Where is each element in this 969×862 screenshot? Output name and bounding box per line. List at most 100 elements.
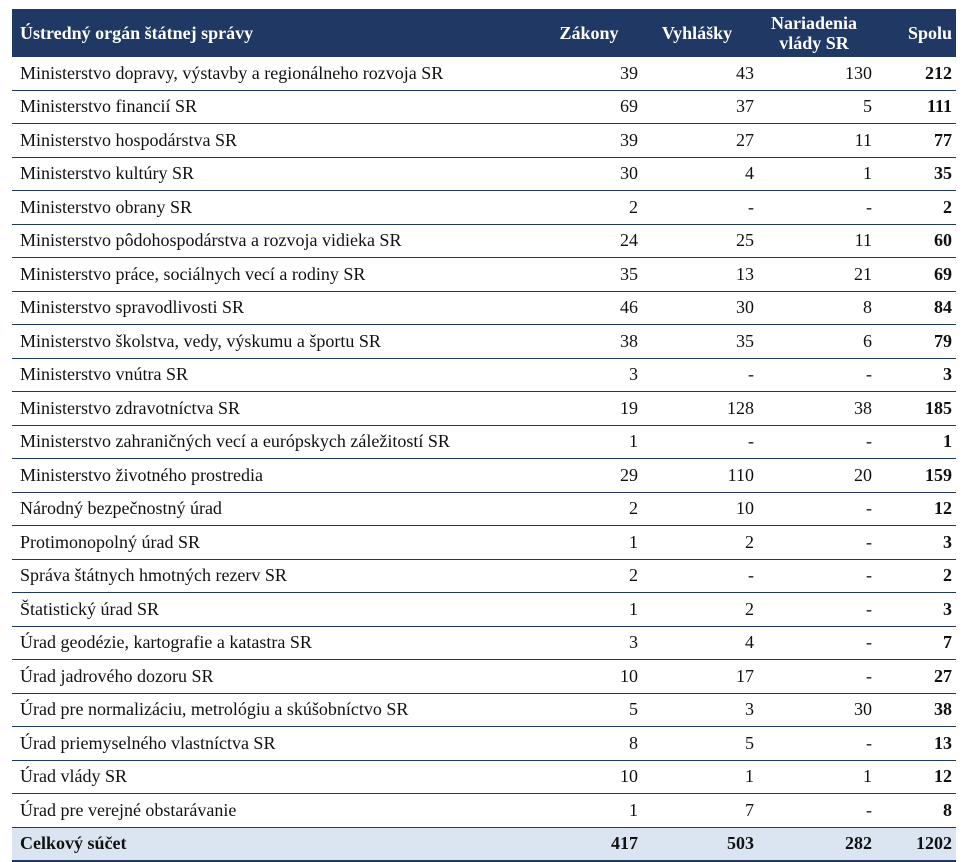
cell-vyhlasky: - [748, 431, 754, 452]
cell-spolu: 1 [943, 431, 952, 452]
cell-organ: Úrad priemyselného vlastníctva SR [20, 732, 276, 753]
cell-zakony: 2 [629, 498, 638, 519]
cell-spolu: 60 [934, 230, 952, 251]
cell-nariadenia: - [866, 431, 872, 452]
cell-vyhlasky: 128 [727, 397, 754, 418]
cell-organ: Úrad pre verejné obstarávanie [20, 799, 237, 820]
cell-organ: Ministerstvo zahraničných vecí a európsk… [20, 431, 450, 452]
cell-nariadenia: 21 [854, 263, 872, 284]
cell-spolu: 2 [943, 196, 952, 217]
legislation-table: Ústredný orgán štátnej správy Zákony Vyh… [12, 9, 956, 862]
cell-nariadenia: - [866, 531, 872, 552]
cell-spolu: 12 [934, 498, 952, 519]
cell-spolu: 77 [934, 129, 952, 150]
cell-vyhlasky: 2 [745, 598, 754, 619]
cell-organ: Ministerstvo životného prostredia [20, 464, 263, 485]
cell-spolu: 212 [925, 62, 952, 83]
cell-organ: Ministerstvo pôdohospodárstva a rozvoja … [20, 230, 402, 251]
table-row: Úrad priemyselného vlastníctva SR 8 5 - 13 [12, 727, 956, 761]
table-row: Úrad pre normalizáciu, metrológiu a skúš… [12, 694, 956, 727]
cell-vyhlasky: 4 [745, 632, 754, 653]
cell-nariadenia: - [866, 598, 872, 619]
cell-vyhlasky: 27 [736, 129, 754, 150]
cell-zakony: 39 [620, 62, 638, 83]
table-row: Ministerstvo životného prostredia 29 110 20… [12, 459, 956, 493]
cell-spolu: 3 [943, 364, 952, 385]
cell-spolu: 111 [926, 96, 952, 117]
cell-organ: Ministerstvo školstva, vedy, výskumu a š… [20, 330, 381, 351]
cell-nariadenia: 38 [854, 397, 872, 418]
cell-organ: Ministerstvo obrany SR [20, 196, 193, 217]
cell-nariadenia: 5 [863, 96, 872, 117]
cell-vyhlasky: 30 [736, 297, 754, 318]
cell-spolu: 8 [943, 799, 952, 820]
cell-spolu: 3 [943, 531, 952, 552]
table-row: Úrad jadrového dozoru SR 10 17 - 27 [12, 660, 956, 694]
cell-spolu: 185 [925, 397, 952, 418]
table-row: Úrad vlády SR 10 1 1 12 [12, 761, 956, 794]
cell-organ: Ministerstvo dopravy, výstavby a regioná… [20, 62, 444, 83]
cell-spolu: 38 [934, 699, 952, 720]
cell-nariadenia: - [866, 665, 872, 686]
cell-zakony: 1 [629, 598, 638, 619]
table-row: Ministerstvo kultúry SR 30 4 1 35 [12, 158, 956, 191]
cell-nariadenia: 20 [854, 464, 872, 485]
cell-spolu: 2 [943, 565, 952, 586]
table-row: Ministerstvo pôdohospodárstva a rozvoja … [12, 225, 956, 258]
cell-zakony: 24 [620, 230, 638, 251]
cell-organ: Ministerstvo hospodárstva SR [20, 129, 238, 150]
cell-spolu: 84 [934, 297, 952, 318]
table-row: Ministerstvo zdravotníctva SR 19 128 38 185 [12, 392, 956, 426]
cell-organ: Ministerstvo zdravotníctva SR [20, 397, 240, 418]
table-row: Ministerstvo obrany SR 2 - - 2 [12, 191, 956, 225]
cell-zakony: 10 [620, 665, 638, 686]
cell-spolu: 3 [943, 598, 952, 619]
table-row: Ministerstvo práce, sociálnych vecí a ro… [12, 258, 956, 292]
cell-vyhlasky: 2 [745, 531, 754, 552]
cell-vyhlasky: - [748, 364, 754, 385]
table-row: Ministerstvo školstva, vedy, výskumu a š… [12, 325, 956, 359]
cell-zakony: 39 [620, 129, 638, 150]
cell-vyhlasky: 10 [736, 498, 754, 519]
cell-vyhlasky: - [748, 565, 754, 586]
cell-spolu: 12 [934, 766, 952, 787]
cell-organ: Národný bezpečnostný úrad [20, 498, 222, 519]
cell-zakony: 5 [629, 699, 638, 720]
table-row: Ministerstvo zahraničných vecí a európsk… [12, 426, 956, 459]
cell-vyhlasky: 17 [736, 665, 754, 686]
table-row: Protimonopolný úrad SR 1 2 - 3 [12, 526, 956, 560]
cell-nariadenia: 30 [854, 699, 872, 720]
cell-nariadenia: - [866, 799, 872, 820]
table-row: Ministerstvo vnútra SR 3 - - 3 [12, 359, 956, 392]
header-spolu: Spolu [907, 22, 952, 43]
cell-spolu: 159 [925, 464, 952, 485]
cell-nariadenia: 11 [854, 230, 872, 251]
cell-vyhlasky: 13 [736, 263, 754, 284]
table-row: Ministerstvo spravodlivosti SR 46 30 8 84 [12, 292, 956, 325]
cell-spolu: 79 [934, 330, 952, 351]
cell-vyhlasky: 35 [736, 330, 754, 351]
cell-spolu: 7 [943, 632, 952, 653]
cell-organ: Úrad geodézie, kartografie a katastra SR [20, 632, 312, 653]
table-row: Ministerstvo hospodárstva SR 39 27 11 77 [12, 124, 956, 158]
cell-nariadenia: 1 [863, 163, 872, 184]
cell-zakony: 1 [629, 531, 638, 552]
cell-zakony: 2 [629, 196, 638, 217]
cell-organ: Ministerstvo práce, sociálnych vecí a ro… [20, 263, 366, 284]
cell-organ: Ministerstvo vnútra SR [20, 364, 189, 385]
table-row: Úrad pre verejné obstarávanie 1 7 - 8 [12, 794, 956, 828]
cell-zakony: 8 [629, 732, 638, 753]
cell-nariadenia: 11 [854, 129, 872, 150]
cell-zakony: 1 [629, 799, 638, 820]
cell-organ: Úrad vlády SR [20, 766, 127, 787]
cell-organ: Protimonopolný úrad SR [20, 531, 201, 552]
header-nariadenia: Nariadenia vlády SR [770, 13, 857, 53]
cell-spolu: 69 [934, 263, 952, 284]
cell-nariadenia: - [866, 196, 872, 217]
cell-organ: Správa štátnych hmotných rezerv SR [20, 565, 287, 586]
cell-vyhlasky: 43 [736, 62, 754, 83]
cell-zakony: 38 [620, 330, 638, 351]
cell-zakony: 3 [629, 632, 638, 653]
cell-zakony: 2 [629, 565, 638, 586]
cell-nariadenia: - [866, 732, 872, 753]
